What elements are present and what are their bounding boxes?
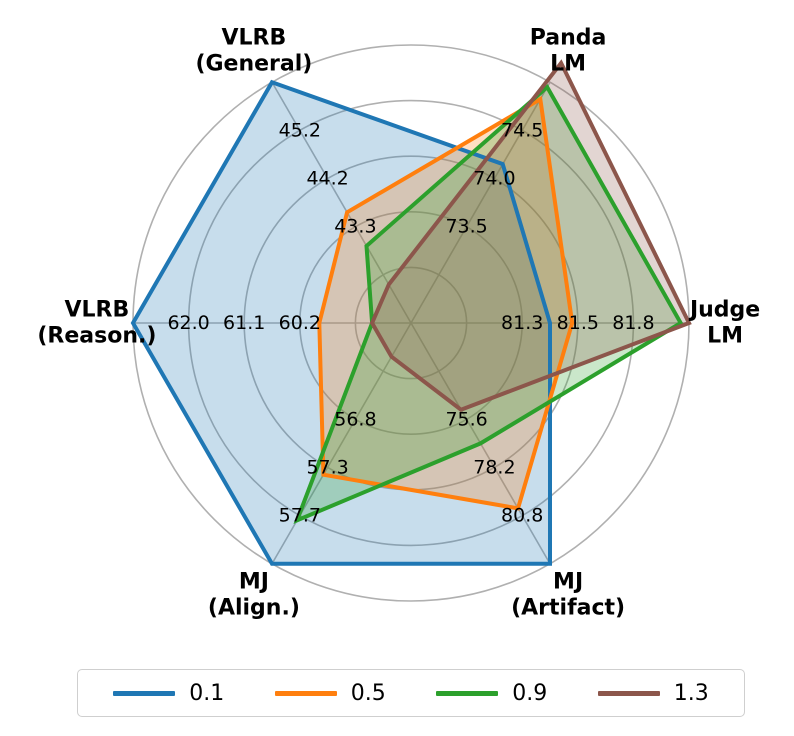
tick-label: 81.8 [612,312,654,334]
tick-label: 81.3 [501,312,543,334]
series-fill-0.5 [319,99,573,509]
tick-label: 61.1 [223,312,265,334]
tick-label: 45.2 [279,119,321,141]
tick-label: 78.2 [473,457,515,479]
spoke-line-2 [410,81,551,324]
axis-label: MJ [553,570,583,595]
tick-label: 80.8 [501,505,543,527]
tick-label: 56.8 [334,408,376,430]
tick-label: 43.3 [334,216,376,238]
series-fill-1.3 [372,63,689,410]
axis-label: MJ [239,570,269,595]
axis-label: VLRB [222,25,287,50]
tick-label: 73.5 [445,216,487,238]
tick-label: 60.2 [279,312,321,334]
axis-label: (Align.) [208,596,300,621]
tick-label: 74.0 [473,168,515,190]
legend-item: 0.5 [274,680,386,706]
axis-label: Panda [530,25,607,50]
axis-label: LM [550,51,586,76]
radar-series [130,59,692,566]
series-line-0.1 [130,79,552,566]
tick-label: 75.6 [445,408,487,430]
series-line-0.5 [317,95,575,511]
axis-label: (General) [195,51,312,76]
legend-swatch [274,690,337,696]
axis-label: Judge [688,298,760,323]
tick-label: 81.5 [557,312,599,334]
axis-label: LM [707,324,743,349]
series-fill-0.1 [133,82,550,564]
axis-label: (Artifact) [511,596,625,621]
legend-label: 0.5 [350,680,386,706]
legend-label: 1.3 [673,680,709,706]
tick-label: 62.0 [167,312,209,334]
radar-chart: 43.3 44.2 45.2 73.5 74.0 74.5 81.3 81.5 81.8 75.6… [37,25,760,620]
radar-axis-labels: VLRB(General)PandaLMJudgeLMMJ(Artifact)M… [37,25,760,620]
tick-label: 57.7 [279,505,321,527]
legend-label: 0.9 [512,680,548,706]
legend-swatch [113,690,176,696]
tick-label: 44.2 [306,168,348,190]
legend-label: 0.1 [189,680,225,706]
tick-label: 74.5 [501,119,543,141]
legend-item: 0.9 [436,681,547,706]
axis-label: (Reason.) [37,324,156,349]
axis-label: VLRB [65,298,130,323]
tick-label: 57.3 [306,457,348,479]
radar-tick-labels: 43.3 44.2 45.2 73.5 74.0 74.5 81.3 81.5 81.8 75.6… [167,119,654,526]
legend-swatch [436,690,499,696]
chart-legend: 0.1 0.5 0.9 1.3 [77,669,745,717]
spoke-line-5 [271,322,412,565]
series-fill-0.9 [297,87,681,521]
series-line-1.3 [369,59,692,412]
legend-item: 0.1 [113,681,224,706]
legend-swatch [597,690,660,696]
legend-item: 1.3 [597,680,709,706]
